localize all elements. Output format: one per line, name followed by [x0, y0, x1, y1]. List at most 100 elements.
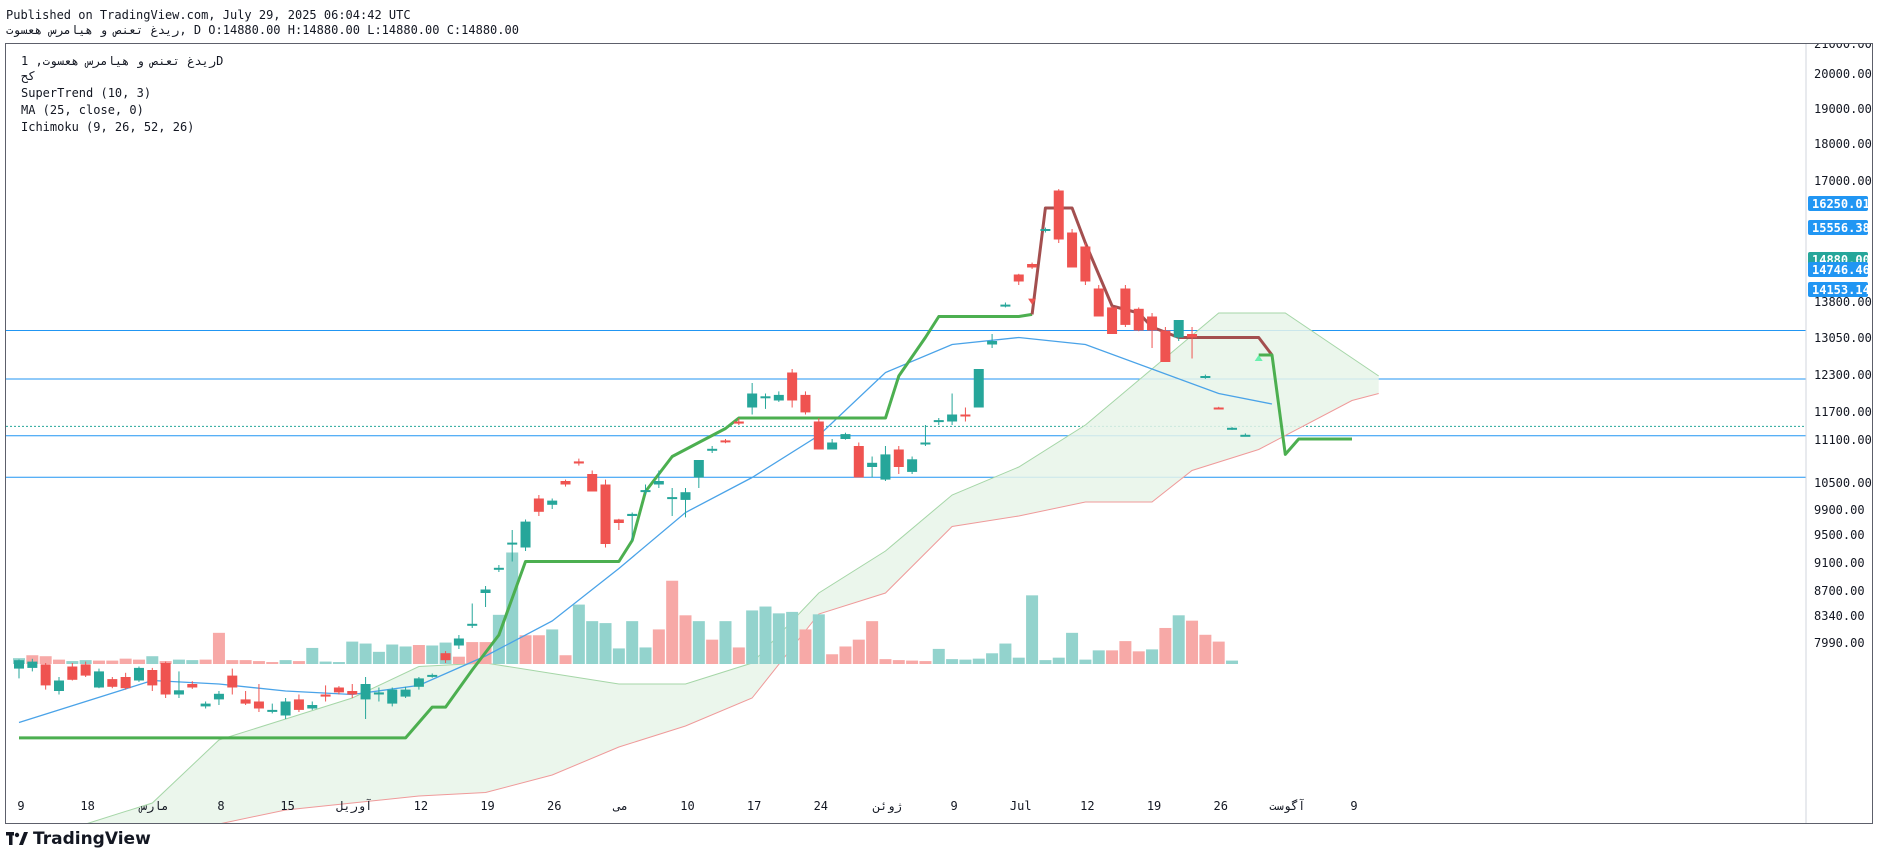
supertrend-up-line-2	[1258, 353, 1352, 456]
candle-body	[493, 567, 504, 570]
candle-body	[840, 434, 851, 439]
volume-bar	[706, 639, 719, 664]
candle-body	[213, 693, 224, 700]
y-tick-label: 13800.00	[1814, 295, 1872, 309]
volume-bar	[92, 660, 105, 664]
candle-body	[1187, 334, 1198, 338]
candle-body	[1107, 307, 1118, 334]
legend-supertrend[interactable]: SuperTrend (10, 3)	[21, 86, 152, 100]
candle-body	[667, 497, 678, 500]
candle-body	[1227, 427, 1238, 430]
price-label: 14746.46	[1812, 263, 1870, 277]
x-tick-label: 26	[1213, 799, 1227, 813]
candle-body	[373, 692, 384, 695]
candle-body	[507, 542, 518, 545]
volume-bar	[1012, 657, 1025, 664]
volume-bar	[199, 659, 212, 664]
price-chart[interactable]: 21000.00 20000.00 19000.00 18000.00 17000.00…	[6, 44, 1872, 823]
chart-frame[interactable]: 21000.00 20000.00 19000.00 18000.00 17000.00…	[5, 43, 1873, 824]
candle-body	[440, 653, 451, 661]
volume-bar	[1119, 641, 1132, 664]
y-tick-label: 18000.00	[1814, 137, 1872, 151]
volume-bar	[1092, 650, 1105, 664]
candle-body	[1067, 232, 1078, 268]
y-tick-label: 10500.00	[1814, 476, 1872, 490]
legend-ichimoku[interactable]: Ichimoku (9, 26, 52, 26)	[21, 120, 195, 134]
volume-bar	[946, 659, 959, 664]
volume-bar	[359, 643, 372, 664]
candle-body	[1160, 330, 1171, 362]
tradingview-logo[interactable]: TradingView	[6, 828, 151, 850]
candle-body	[987, 341, 998, 345]
volume-bar	[732, 647, 745, 664]
ohlc-readout: ریدغ تعنص و هیامرس هعسوت, D O:14880.00 H…	[6, 23, 519, 37]
candle-body	[1133, 308, 1144, 331]
candle-body	[973, 369, 984, 408]
candle-body	[347, 691, 358, 695]
candle-body	[867, 462, 878, 467]
candle-body	[267, 709, 278, 712]
volume-bar	[132, 659, 145, 664]
volume-bar	[372, 651, 385, 664]
candle-body	[1027, 264, 1038, 268]
y-tick-label: 17000.00	[1814, 174, 1872, 188]
volume-bar	[852, 639, 865, 664]
x-tick-label: 18	[80, 799, 94, 813]
volume-bar	[612, 648, 625, 664]
volume-bar	[599, 623, 612, 664]
volume-bar	[66, 661, 79, 664]
volume-bar	[226, 660, 239, 664]
candle-body	[1080, 246, 1091, 282]
legend-ma[interactable]: MA (25, close, 0)	[21, 103, 144, 117]
x-tick-label: 26	[547, 799, 561, 813]
candle-body	[14, 660, 24, 669]
candle-body	[640, 490, 651, 493]
volume-bar	[1159, 627, 1172, 664]
y-tick-label: 11100.00	[1814, 433, 1872, 447]
volume-bar	[172, 659, 185, 664]
candle-body	[40, 664, 51, 686]
tradingview-logo-text: TradingView	[33, 829, 151, 849]
candle-body	[107, 679, 118, 687]
candle-body	[1120, 288, 1131, 325]
volume-bar	[1212, 641, 1225, 664]
volume-bar	[39, 656, 52, 664]
volume-bar	[572, 604, 585, 664]
candle-body	[67, 666, 78, 680]
volume-bar	[1132, 651, 1145, 664]
candle-body	[293, 699, 304, 710]
x-tick-label: 8	[217, 799, 224, 813]
candle-body	[187, 684, 198, 688]
supertrend-arrow-down	[1028, 298, 1037, 305]
ichimoku-cloud	[88, 313, 1379, 823]
candle-body	[520, 521, 531, 548]
volume-bar	[332, 662, 345, 664]
candle-body	[613, 519, 624, 523]
volume-bar	[639, 647, 652, 664]
candle-body	[733, 421, 744, 424]
candle-body	[853, 446, 864, 478]
candle-body	[413, 678, 424, 687]
x-tick-label: آوریل	[336, 798, 372, 814]
price-label-bg	[1808, 220, 1868, 235]
candle-body	[547, 500, 558, 505]
volume-bar	[772, 613, 785, 664]
candle-body	[53, 680, 64, 691]
volume-bar	[452, 656, 465, 664]
volume-bar	[412, 645, 425, 664]
candle-body	[920, 442, 931, 445]
candle-body	[827, 442, 838, 450]
candle-body	[147, 670, 158, 686]
volume-bar	[239, 660, 252, 664]
volume-bar	[186, 660, 199, 664]
candle-body	[133, 667, 144, 681]
volume-bar	[279, 660, 292, 664]
candle-body	[573, 461, 584, 464]
candle-body	[880, 454, 891, 480]
volume-bar	[786, 611, 799, 664]
volume-bar	[866, 621, 879, 664]
volume-bar	[266, 662, 279, 664]
candle-body	[1240, 434, 1251, 437]
y-tick-label: 8340.00	[1814, 609, 1865, 623]
y-tick-label: 21000.00	[1814, 44, 1872, 51]
